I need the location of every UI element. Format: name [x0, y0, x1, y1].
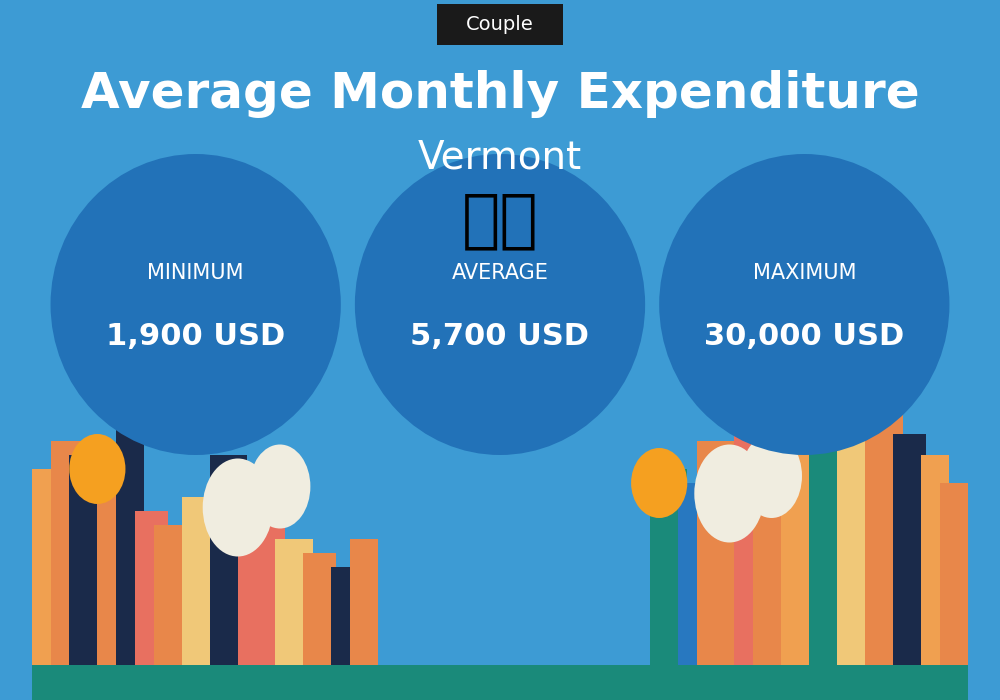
Bar: [809, 385, 846, 665]
Bar: [275, 539, 313, 665]
Bar: [734, 413, 762, 665]
Ellipse shape: [69, 434, 125, 504]
Bar: [893, 434, 926, 665]
Bar: [678, 483, 711, 665]
Text: Average Monthly Expenditure: Average Monthly Expenditure: [81, 71, 919, 118]
Bar: [135, 511, 168, 665]
Bar: [753, 371, 790, 665]
Bar: [32, 665, 968, 700]
Text: Couple: Couple: [466, 15, 534, 34]
Ellipse shape: [741, 434, 802, 518]
Text: 1,900 USD: 1,900 USD: [106, 321, 285, 351]
Text: MAXIMUM: MAXIMUM: [753, 263, 856, 283]
Ellipse shape: [631, 448, 687, 518]
Bar: [97, 483, 130, 665]
Text: AVERAGE: AVERAGE: [452, 263, 548, 283]
Ellipse shape: [203, 458, 273, 556]
Bar: [781, 357, 818, 665]
Bar: [837, 441, 870, 665]
Bar: [32, 469, 60, 665]
Bar: [116, 399, 144, 665]
Ellipse shape: [51, 154, 341, 455]
Text: 30,000 USD: 30,000 USD: [704, 321, 904, 351]
Bar: [650, 469, 687, 665]
Bar: [182, 497, 224, 665]
Ellipse shape: [694, 444, 765, 542]
Text: MINIMUM: MINIMUM: [147, 263, 244, 283]
Bar: [865, 413, 903, 665]
Bar: [921, 455, 949, 665]
Ellipse shape: [659, 154, 949, 455]
Bar: [331, 567, 360, 665]
Bar: [697, 441, 739, 665]
Bar: [210, 455, 247, 665]
Bar: [303, 553, 336, 665]
Bar: [51, 441, 86, 665]
Bar: [940, 483, 968, 665]
Ellipse shape: [250, 444, 310, 528]
Text: 🇺🇸: 🇺🇸: [462, 190, 538, 251]
Bar: [350, 539, 378, 665]
Bar: [154, 525, 191, 665]
Text: 5,700 USD: 5,700 USD: [411, 321, 590, 351]
Bar: [238, 511, 285, 665]
Ellipse shape: [355, 154, 645, 455]
FancyBboxPatch shape: [437, 4, 563, 45]
Bar: [69, 455, 107, 665]
Text: Vermont: Vermont: [418, 139, 582, 176]
